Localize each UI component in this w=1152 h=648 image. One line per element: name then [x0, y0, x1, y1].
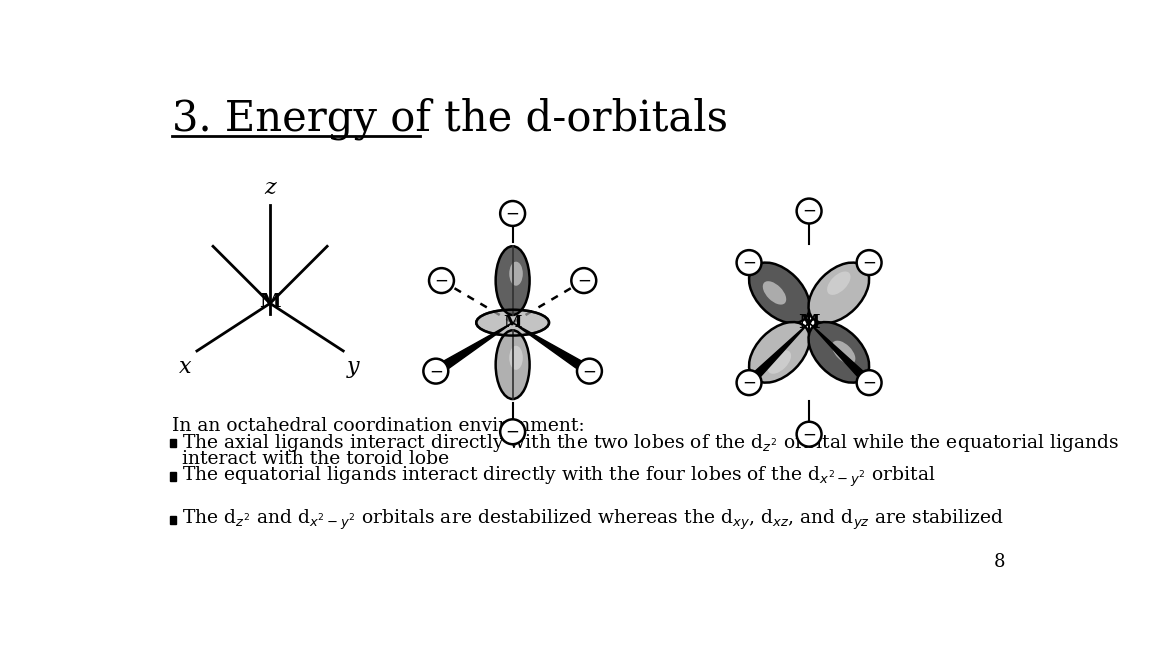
- Text: −: −: [506, 205, 520, 222]
- Text: −: −: [742, 374, 756, 391]
- Ellipse shape: [736, 250, 761, 275]
- Bar: [170, 439, 176, 447]
- Text: −: −: [742, 253, 756, 272]
- Text: z: z: [264, 178, 276, 200]
- Polygon shape: [444, 323, 513, 369]
- Text: −: −: [434, 272, 448, 290]
- Ellipse shape: [809, 262, 869, 323]
- Bar: [170, 472, 176, 481]
- Ellipse shape: [495, 246, 530, 315]
- Text: interact with the toroid lobe: interact with the toroid lobe: [182, 450, 448, 468]
- Ellipse shape: [424, 359, 448, 384]
- Text: −: −: [862, 374, 876, 391]
- Polygon shape: [513, 323, 582, 369]
- Ellipse shape: [736, 370, 761, 395]
- Ellipse shape: [767, 351, 791, 374]
- Ellipse shape: [857, 370, 881, 395]
- Ellipse shape: [832, 341, 856, 364]
- Text: The axial ligands interact directly with the two lobes of the d$_{z^2}$ orbital : The axial ligands interact directly with…: [182, 432, 1119, 454]
- Ellipse shape: [476, 310, 550, 336]
- Ellipse shape: [797, 422, 821, 446]
- Ellipse shape: [571, 268, 597, 293]
- Ellipse shape: [797, 198, 821, 224]
- Ellipse shape: [827, 272, 850, 295]
- Ellipse shape: [500, 201, 525, 226]
- Ellipse shape: [429, 268, 454, 293]
- Ellipse shape: [500, 419, 525, 445]
- Text: The equatorial ligands interact directly with the four lobes of the d$_{x^2-y^2}: The equatorial ligands interact directly…: [182, 465, 935, 489]
- Text: −: −: [802, 425, 816, 443]
- Text: y: y: [347, 356, 359, 378]
- Text: The d$_{z^2}$ and d$_{x^2-y^2}$ orbitals are destabilized whereas the d$_{xy}$, : The d$_{z^2}$ and d$_{x^2-y^2}$ orbitals…: [182, 507, 1003, 532]
- Text: −: −: [583, 362, 597, 380]
- Ellipse shape: [577, 359, 601, 384]
- Polygon shape: [745, 323, 809, 386]
- Polygon shape: [809, 323, 872, 386]
- Text: −: −: [506, 422, 520, 441]
- Ellipse shape: [857, 250, 881, 275]
- Text: −: −: [862, 253, 876, 272]
- Text: M: M: [798, 314, 820, 332]
- Text: M: M: [503, 314, 522, 331]
- Ellipse shape: [495, 330, 530, 399]
- Ellipse shape: [509, 346, 523, 370]
- Ellipse shape: [749, 262, 810, 323]
- Text: 8: 8: [994, 553, 1006, 570]
- Ellipse shape: [749, 322, 810, 383]
- Ellipse shape: [509, 262, 523, 286]
- Text: 3. Energy of the d-orbitals: 3. Energy of the d-orbitals: [172, 98, 728, 140]
- Text: M: M: [259, 293, 281, 311]
- Text: In an octahedral coordination environment:: In an octahedral coordination environmen…: [172, 417, 584, 435]
- Ellipse shape: [763, 281, 786, 305]
- Bar: [170, 516, 176, 524]
- Text: −: −: [802, 202, 816, 220]
- Ellipse shape: [809, 322, 869, 383]
- Text: −: −: [577, 272, 591, 290]
- Text: −: −: [429, 362, 442, 380]
- Text: x: x: [179, 356, 191, 378]
